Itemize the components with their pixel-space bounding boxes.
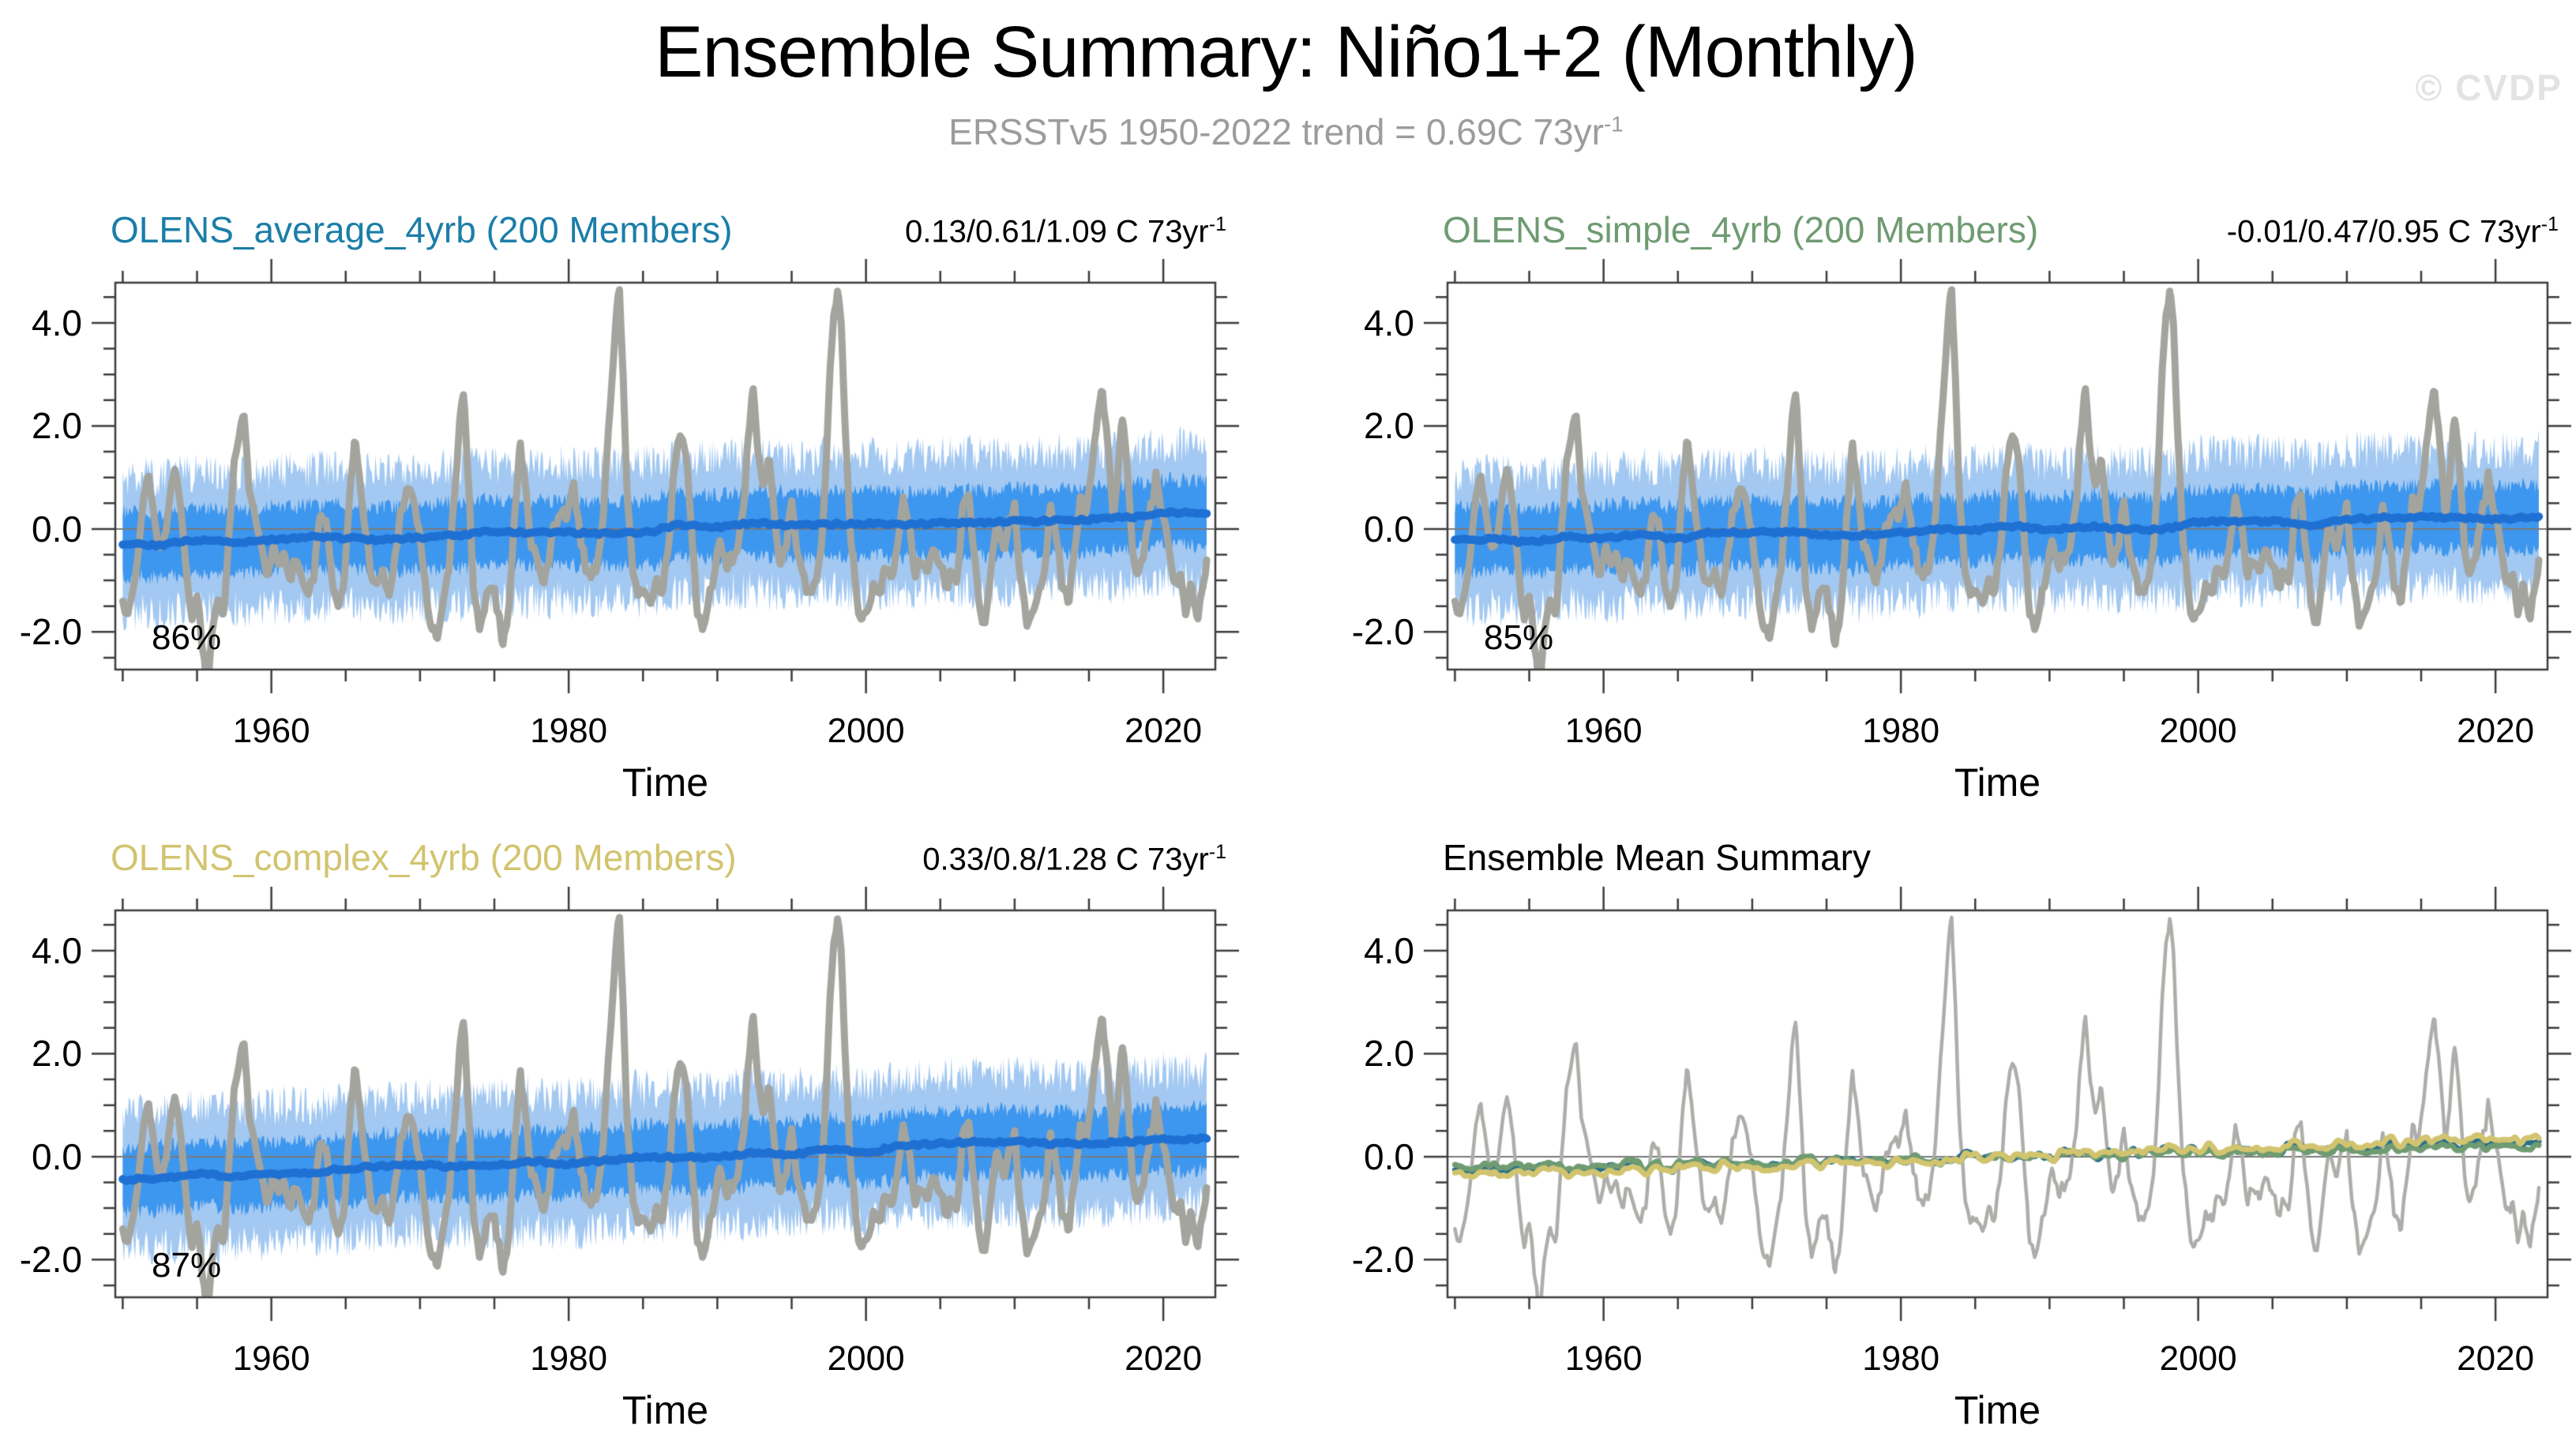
x-axis-title-olens-complex: Time <box>621 1388 709 1432</box>
figure-title: Ensemble Summary: Niño1+2 (Monthly) <box>655 12 1918 92</box>
y-tick-label: 0.0 <box>32 508 82 550</box>
x-tick-label: 1960 <box>1564 1339 1643 1378</box>
x-tick-label: 1960 <box>232 711 310 750</box>
x-axis-title-summary: Time <box>1954 1388 2041 1432</box>
x-tick-label: 2020 <box>1125 1339 1203 1378</box>
y-tick-label: 0.0 <box>1364 1135 1414 1177</box>
panel-title-summary: Ensemble Mean Summary <box>1443 837 1871 878</box>
x-tick-label: 1980 <box>530 1339 608 1378</box>
y-tick-label: 0.0 <box>1364 508 1414 550</box>
trend-label-olens-average: 0.13/0.61/1.09 C 73yr-1 <box>115 213 1226 250</box>
x-tick-label: 2000 <box>2159 1339 2237 1378</box>
trend-exponent: -1 <box>1208 841 1226 863</box>
x-tick-label: 1980 <box>530 711 608 750</box>
x-tick-label: 2000 <box>2159 711 2237 750</box>
y-tick-label: 4.0 <box>1364 929 1414 971</box>
figure-subtitle: ERSSTv5 1950-2022 trend = 0.69C 73yr-1 <box>0 111 2572 153</box>
y-tick-label: 0.0 <box>32 1135 82 1177</box>
y-tick-label: -2.0 <box>1351 1239 1414 1281</box>
plot-area-olens-simple <box>1447 283 2548 670</box>
y-tick-label: 2.0 <box>32 405 82 447</box>
plot-area-olens-complex <box>115 910 1215 1297</box>
x-tick-label: 1960 <box>1564 711 1643 750</box>
x-tick-label: 2020 <box>1125 711 1203 750</box>
x-tick-label: 2020 <box>2457 711 2535 750</box>
y-tick-label: -2.0 <box>19 1239 82 1281</box>
trend-value-text: 0.33/0.8/1.28 C 73yr <box>922 842 1209 877</box>
percent-label-olens-average: 86% <box>152 618 222 658</box>
x-axis-title-olens-average: Time <box>621 760 709 805</box>
y-tick-label: 2.0 <box>32 1033 82 1075</box>
trend-exponent: -1 <box>2540 213 2559 235</box>
x-tick-label: 2020 <box>2457 1339 2535 1378</box>
panel-title-olens-simple: OLENS_simple_4yrb (200 Members) <box>1443 209 2039 250</box>
x-tick-label: 1960 <box>232 1339 310 1378</box>
trend-label-olens-simple: -0.01/0.47/0.95 C 73yr-1 <box>1447 213 2559 250</box>
y-tick-label: 4.0 <box>1364 302 1414 343</box>
y-tick-label: 4.0 <box>32 929 82 971</box>
y-tick-label: 4.0 <box>32 302 82 343</box>
cvdp-watermark: © CVDP <box>2415 67 2563 108</box>
x-tick-label: 2000 <box>827 1339 905 1378</box>
panel-title-olens-average: OLENS_average_4yrb (200 Members) <box>111 209 733 250</box>
x-tick-label: 2000 <box>827 711 905 750</box>
x-axis-title-olens-simple: Time <box>1954 760 2041 805</box>
percent-label-olens-complex: 87% <box>152 1246 222 1285</box>
figure-subtitle-exponent: -1 <box>1603 111 1624 137</box>
panel-title-olens-complex: OLENS_complex_4yrb (200 Members) <box>111 837 737 878</box>
figure-subtitle-text: ERSSTv5 1950-2022 trend = 0.69C 73yr <box>948 111 1604 152</box>
plot-area-summary <box>1447 910 2548 1297</box>
x-tick-label: 1980 <box>1862 711 1940 750</box>
trend-label-olens-complex: 0.33/0.8/1.28 C 73yr-1 <box>115 841 1226 877</box>
trend-value-text: -0.01/0.47/0.95 C 73yr <box>2226 214 2541 250</box>
y-tick-label: -2.0 <box>1351 611 1414 653</box>
trend-exponent: -1 <box>1208 213 1226 235</box>
y-tick-label: 2.0 <box>1364 405 1414 447</box>
trend-value-text: 0.13/0.61/1.09 C 73yr <box>905 214 1209 250</box>
percent-label-olens-simple: 85% <box>1484 618 1554 658</box>
x-tick-label: 1980 <box>1862 1339 1940 1378</box>
y-tick-label: 2.0 <box>1364 1033 1414 1075</box>
y-tick-label: -2.0 <box>19 611 82 653</box>
plot-area-olens-average <box>115 283 1215 670</box>
